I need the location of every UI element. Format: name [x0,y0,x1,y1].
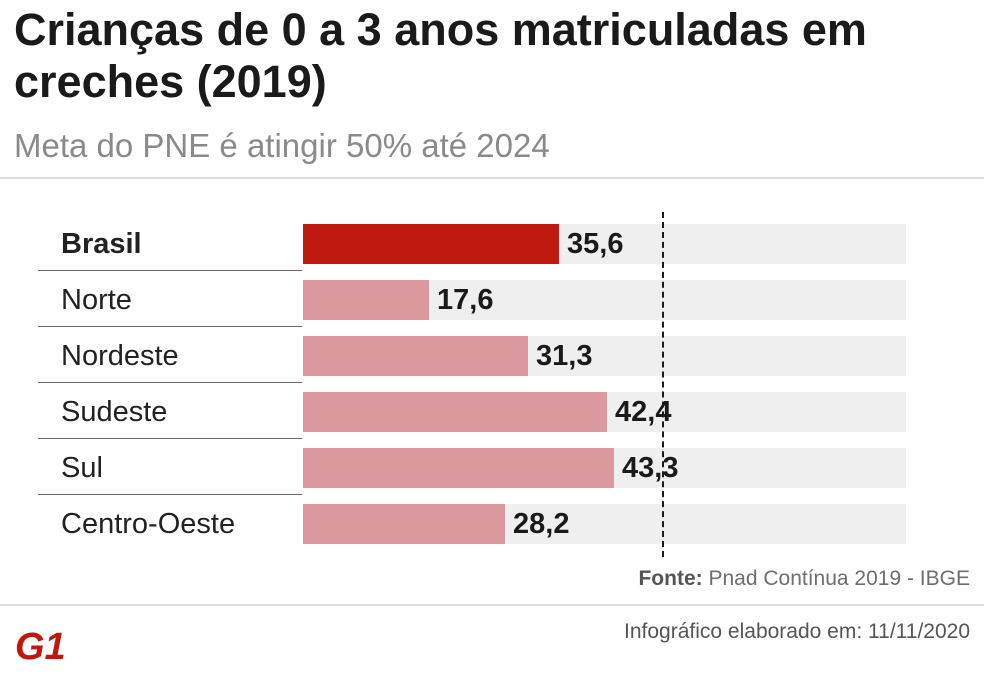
source-note: Fonte: Pnad Contínua 2019 - IBGE [638,567,970,591]
category-label-1: Norte [61,284,132,316]
row-separator [38,382,302,383]
category-label-4: Sul [61,452,103,484]
bottom-divider [0,604,984,606]
bar-4 [303,448,614,488]
value-label-1: 17,6 [437,284,494,316]
category-label-2: Nordeste [61,340,179,372]
source-text: Pnad Contínua 2019 - IBGE [708,567,970,590]
category-label-0: Brasil [61,228,142,260]
row-separator [38,270,302,271]
credit-note: Infográfico elaborado em: 11/11/2020 [624,620,970,643]
value-label-0: 35,6 [567,228,624,260]
row-separator [38,438,302,439]
value-label-5: 28,2 [513,508,570,540]
chart-subtitle: Meta do PNE é atingir 50% até 2024 [14,127,550,164]
bar-1 [303,280,430,320]
value-label-4: 43,3 [622,452,679,484]
row-separator [38,494,302,495]
value-label-2: 31,3 [536,340,593,372]
chart-title: Crianças de 0 a 3 anos matriculadas em c… [14,4,867,107]
g1-logo-text: G1 [15,627,66,663]
source-label: Fonte: [638,567,703,590]
top-divider [0,177,984,179]
bar-5 [303,504,506,544]
category-label-3: Sudeste [61,396,168,428]
g1-logo: G1 [14,627,76,663]
category-label-5: Centro-Oeste [61,508,236,540]
bar-0 [303,224,559,264]
goal-reference-line [662,212,664,557]
bar-2 [303,336,528,376]
row-separator [38,326,302,327]
bar-3 [303,392,608,432]
